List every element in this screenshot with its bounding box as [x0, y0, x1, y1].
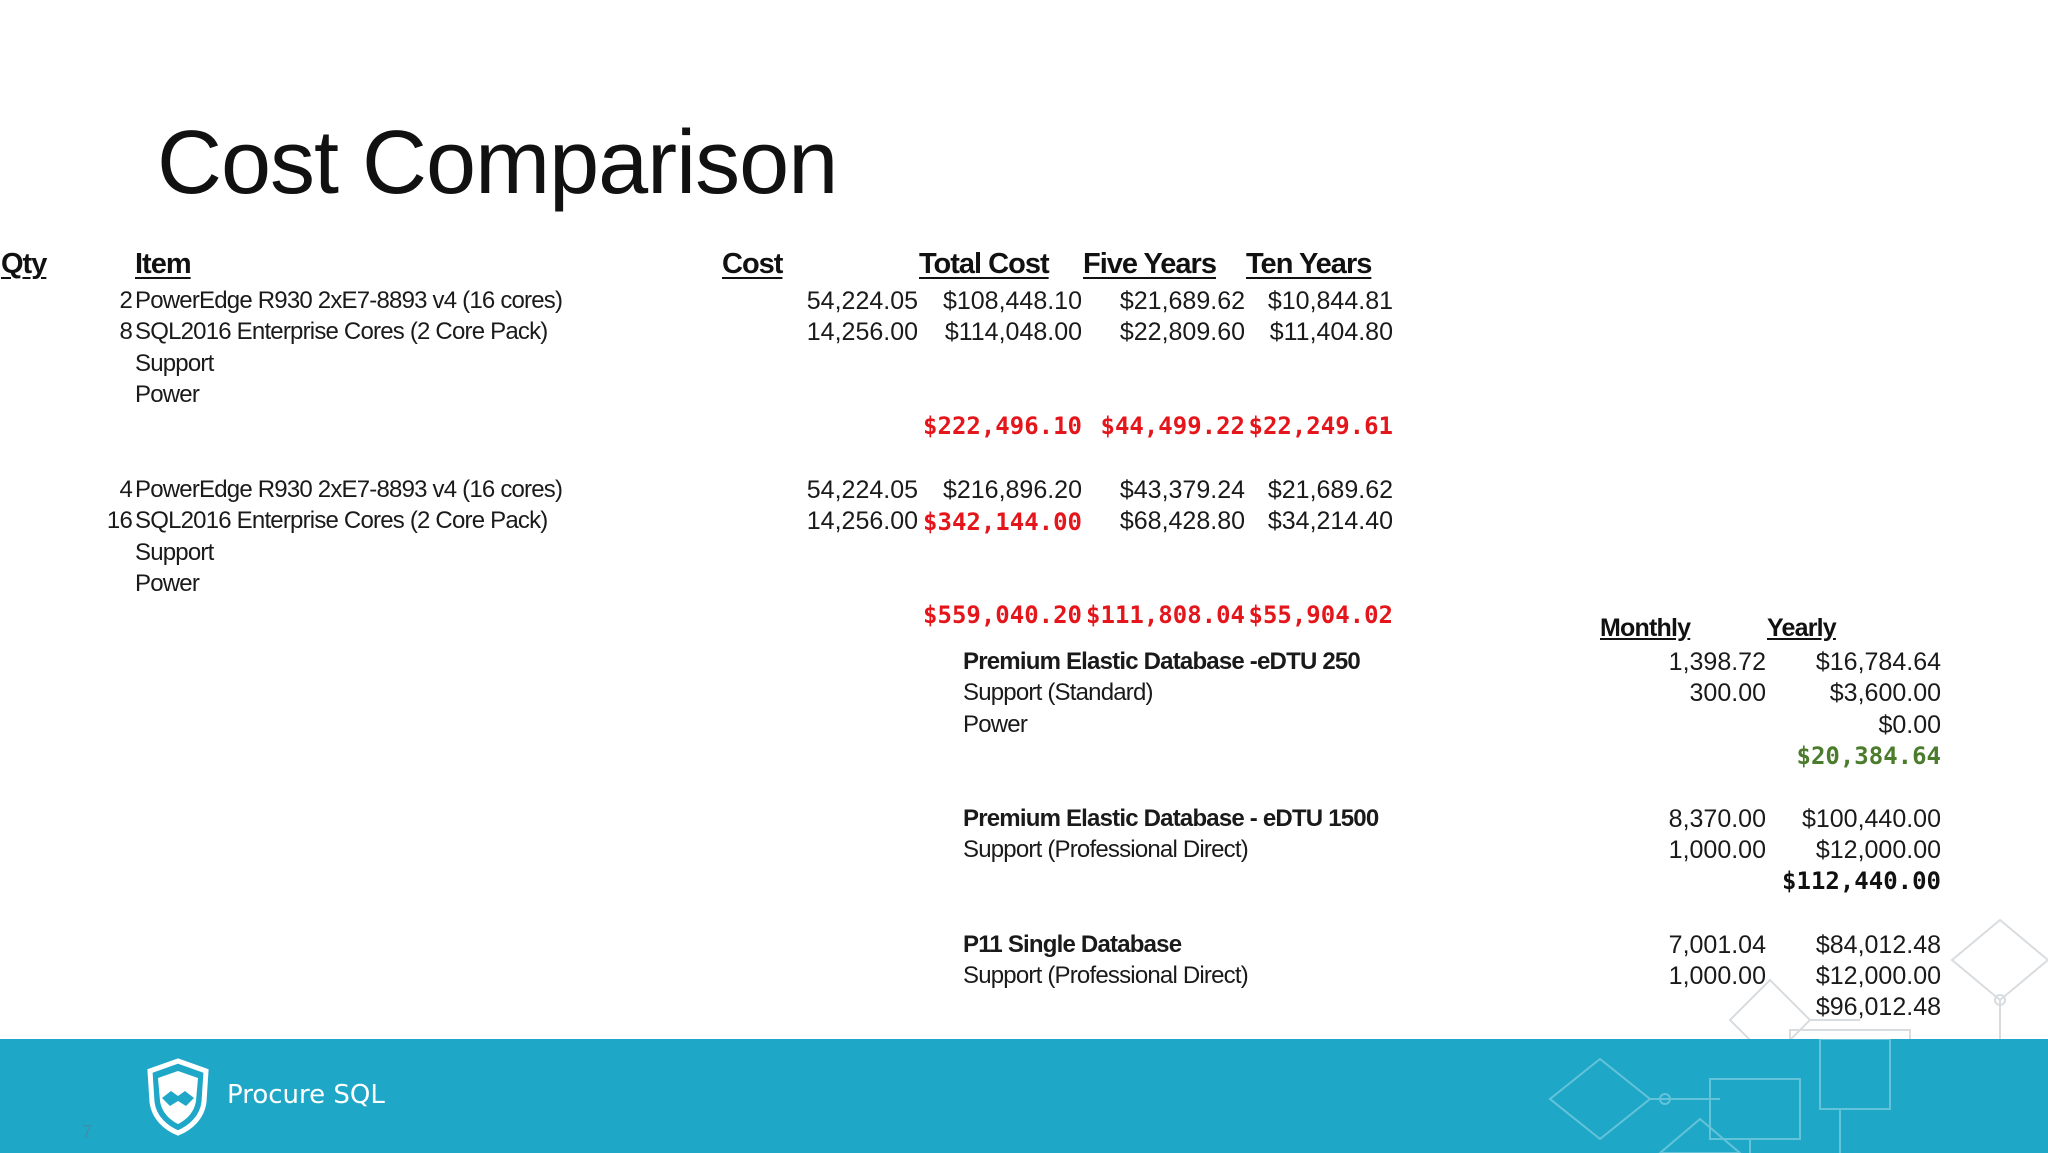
five-years-cell: $68,428.80 — [1119, 507, 1245, 535]
cost-cell: 54,224.05 — [806, 287, 918, 315]
item-cell: Power — [135, 381, 200, 408]
cloud-item-label: Support (Standard) — [963, 679, 1154, 706]
total-cost-cell: $108,448.10 — [942, 287, 1082, 315]
item-cell: SQL2016 Enterprise Cores (2 Core Pack) — [135, 507, 548, 534]
yearly-cell: $3,600.00 — [1829, 679, 1941, 707]
cost-cell: 14,256.00 — [806, 318, 918, 346]
page-number: 7 — [82, 1122, 93, 1142]
yearly-cell: $12,000.00 — [1815, 962, 1941, 990]
total-cost-cell: $216,896.20 — [942, 476, 1082, 504]
group-total-five-years: $111,808.04 — [1086, 601, 1245, 629]
item-cell: SQL2016 Enterprise Cores (2 Core Pack) — [135, 318, 548, 345]
group-total-cost: $222,496.10 — [923, 412, 1082, 440]
ten-years-cell: $34,214.40 — [1267, 507, 1393, 535]
header-cost: Cost — [722, 248, 783, 280]
group-total-cost: $559,040.20 — [923, 601, 1082, 629]
slide-title: Cost Comparison — [157, 113, 838, 213]
yearly-cell: $84,012.48 — [1815, 931, 1941, 959]
cloud-item-label: Support (Professional Direct) — [963, 962, 1249, 989]
footer-band — [0, 1039, 2048, 1153]
five-years-cell: $43,379.24 — [1119, 476, 1245, 504]
ten-years-cell: $10,844.81 — [1267, 287, 1393, 315]
yearly-cell: $0.00 — [1878, 711, 1941, 739]
block-total: $96,012.48 — [1815, 993, 1941, 1021]
qty-cell: 2 — [119, 287, 132, 314]
cloud-item-label: Power — [963, 711, 1028, 738]
header-five-years: Five Years — [1083, 248, 1217, 280]
cloud-item-label: P11 Single Database — [963, 931, 1182, 958]
header-ten-years: Ten Years — [1246, 248, 1372, 280]
footer-diagram — [1548, 1039, 1891, 1153]
block-total: $20,384.64 — [1796, 742, 1942, 770]
five-years-cell: $22,809.60 — [1119, 318, 1245, 346]
qty-cell: 16 — [106, 507, 133, 534]
ten-years-cell: $21,689.62 — [1267, 476, 1393, 504]
monthly-cell: 7,001.04 — [1668, 931, 1766, 959]
monthly-cell: 1,000.00 — [1668, 836, 1766, 864]
item-cell: PowerEdge R930 2xE7-8893 v4 (16 cores) — [135, 476, 563, 503]
block-total: $112,440.00 — [1782, 867, 1941, 895]
total-cost-cell-highlight: $342,144.00 — [923, 508, 1082, 536]
shield-logo-icon — [147, 1058, 209, 1136]
ten-years-cell: $11,404.80 — [1269, 318, 1393, 346]
yearly-cell: $16,784.64 — [1815, 648, 1941, 676]
cloud-item-label: Support (Professional Direct) — [963, 836, 1249, 863]
header-qty: Qty — [1, 248, 47, 280]
item-cell: PowerEdge R930 2xE7-8893 v4 (16 cores) — [135, 287, 563, 314]
brand-name: Procure SQL — [227, 1080, 385, 1110]
header-item: Item — [135, 248, 192, 280]
cost-cell: 14,256.00 — [806, 507, 918, 535]
qty-cell: 4 — [119, 476, 132, 503]
group-total-ten-years: $22,249.61 — [1248, 412, 1394, 440]
monthly-cell: 300.00 — [1689, 679, 1766, 707]
group-total-five-years: $44,499.22 — [1100, 412, 1246, 440]
cost-cell: 54,224.05 — [806, 476, 918, 504]
monthly-cell: 8,370.00 — [1668, 805, 1766, 833]
item-cell: Support — [135, 350, 214, 377]
yearly-cell: $100,440.00 — [1801, 805, 1941, 833]
monthly-cell: 1,398.72 — [1668, 648, 1766, 676]
item-cell: Power — [135, 570, 200, 597]
header-total-cost: Total Cost — [919, 248, 1050, 280]
yearly-cell: $12,000.00 — [1815, 836, 1941, 864]
header-yearly: Yearly — [1767, 614, 1837, 642]
monthly-cell: 1,000.00 — [1668, 962, 1766, 990]
qty-cell: 8 — [119, 318, 132, 345]
total-cost-cell: $114,048.00 — [944, 318, 1082, 346]
group-total-ten-years: $55,904.02 — [1248, 601, 1394, 629]
item-cell: Support — [135, 539, 214, 566]
header-monthly: Monthly — [1600, 614, 1691, 642]
five-years-cell: $21,689.62 — [1119, 287, 1245, 315]
cloud-item-label: Premium Elastic Database - eDTU 1500 — [963, 805, 1379, 832]
cloud-item-label: Premium Elastic Database -eDTU 250 — [963, 648, 1361, 675]
